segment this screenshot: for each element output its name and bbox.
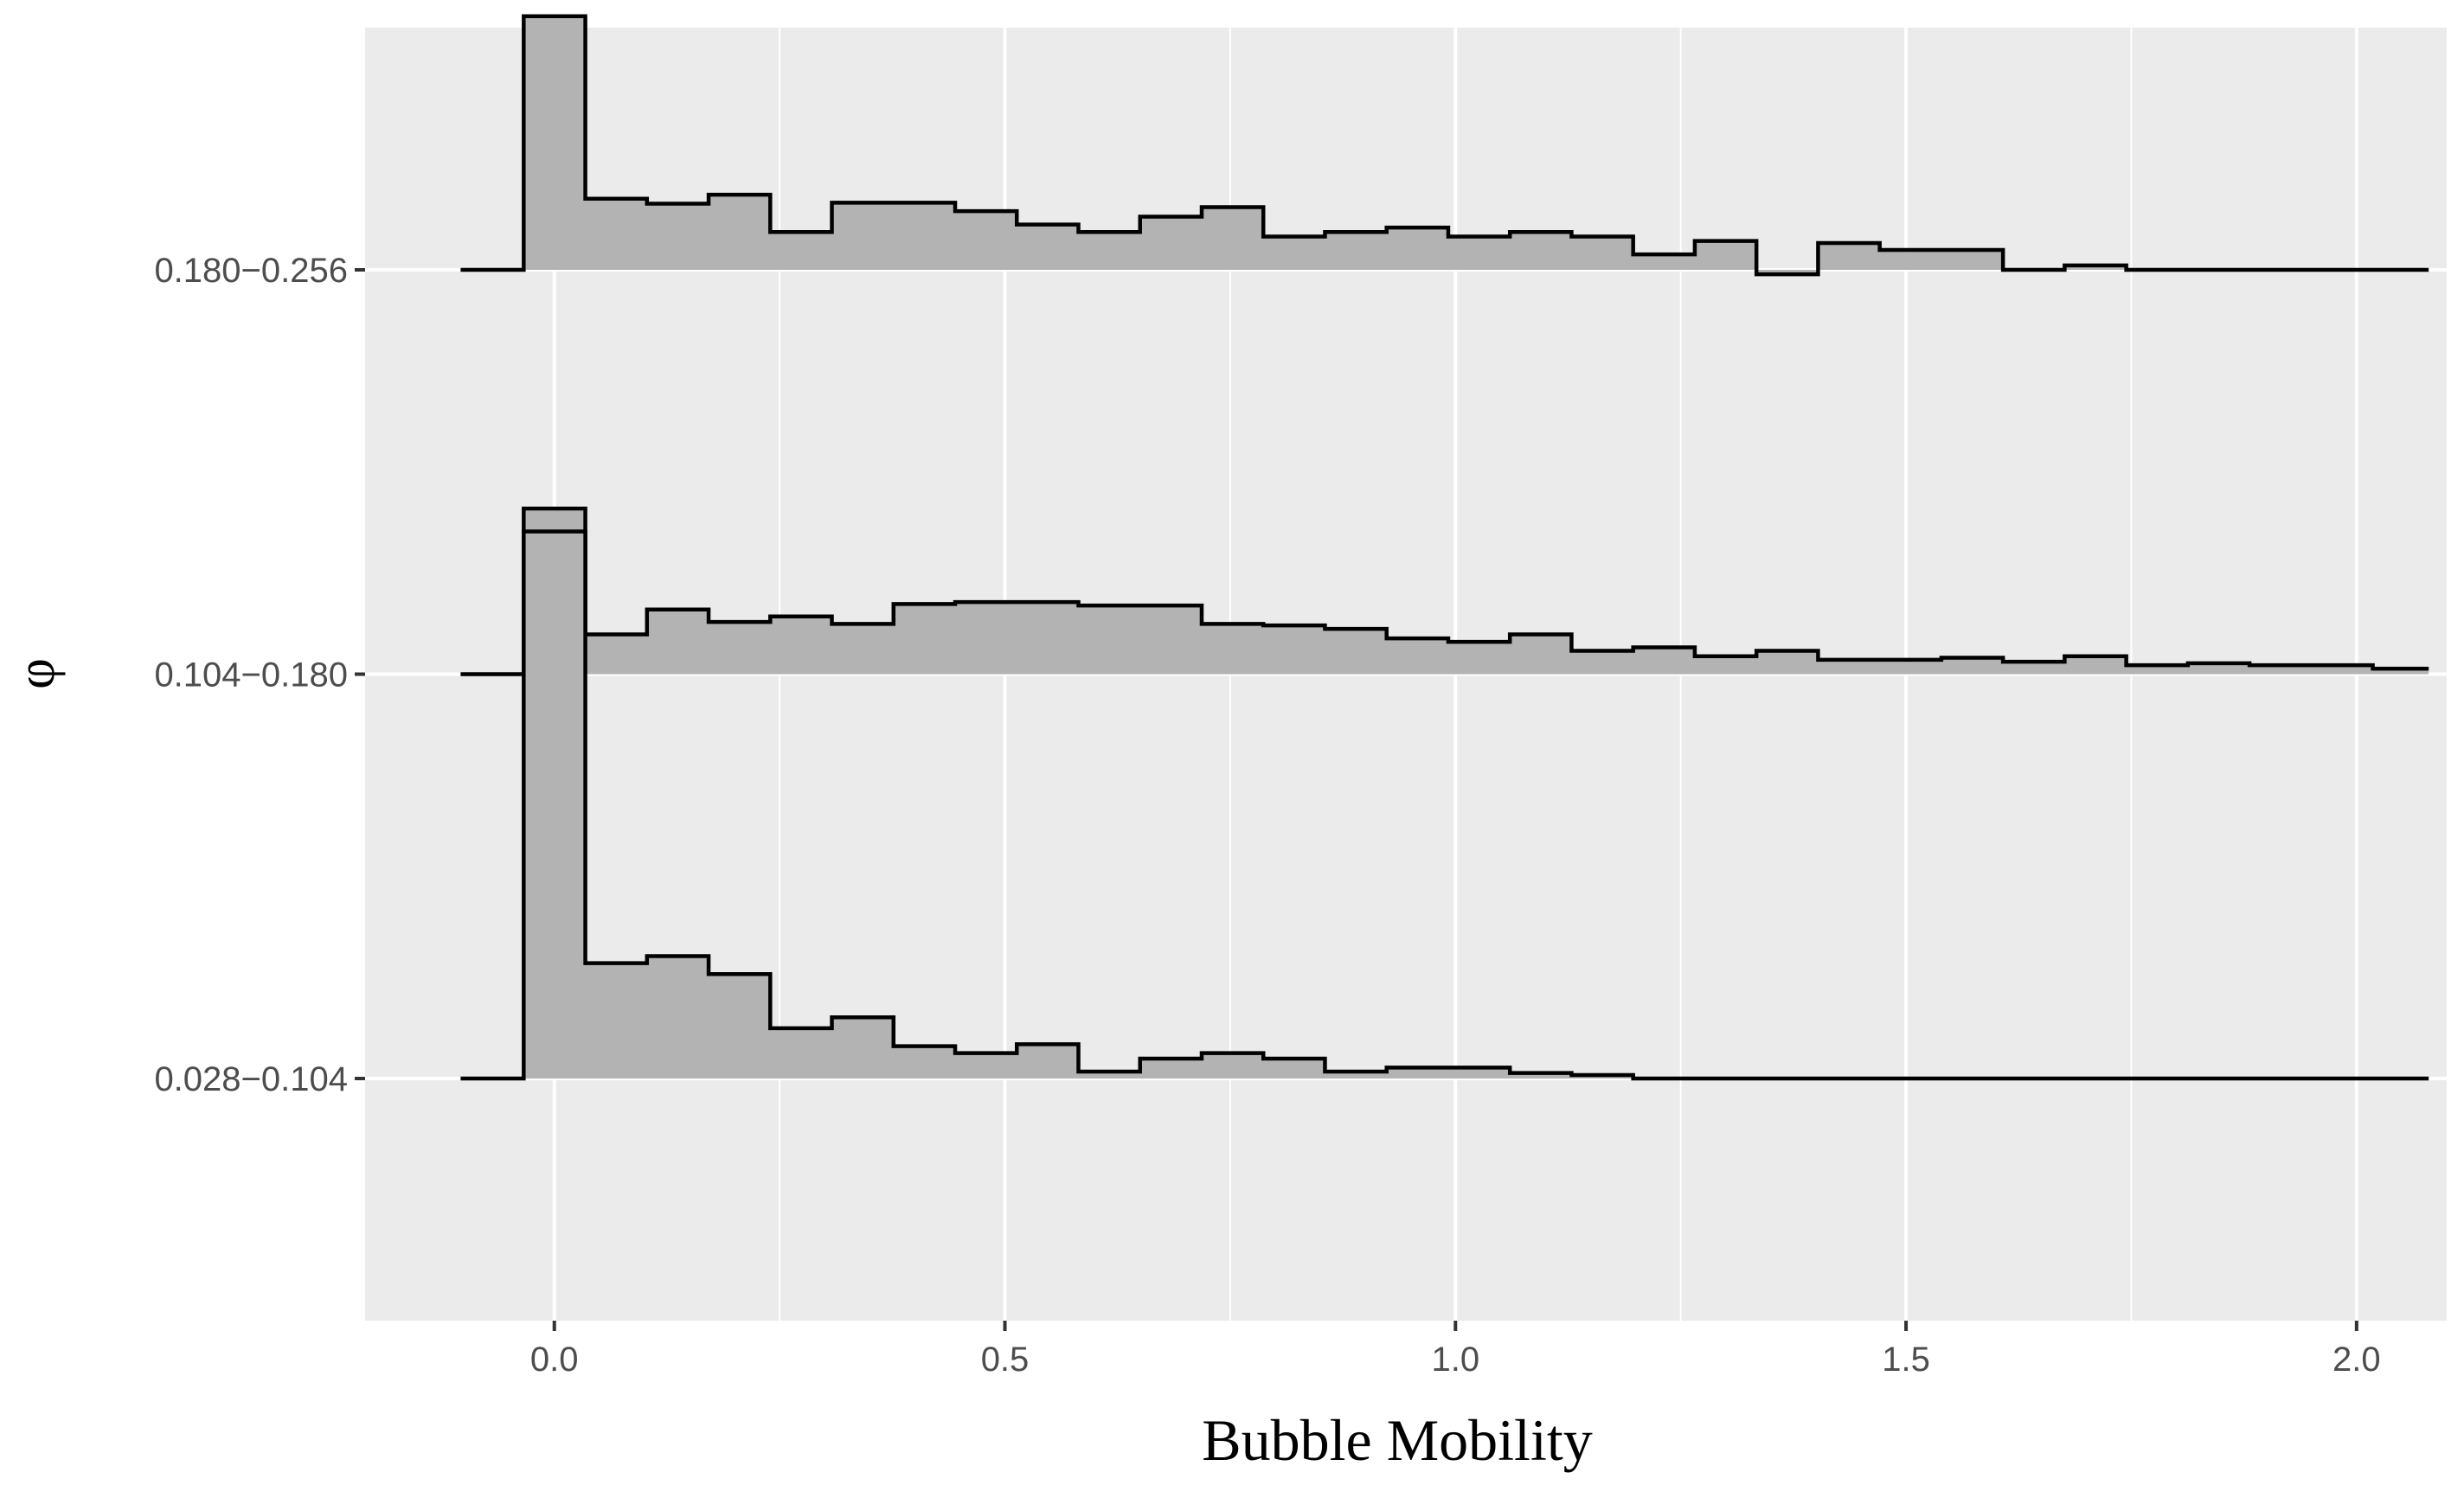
y-axis: 0.180−0.256 0.104−0.180 0.028−0.104	[154, 252, 365, 1098]
x-axis-title: Bubble Mobility	[1202, 1407, 1592, 1473]
y-tick-label-2: 0.028−0.104	[154, 1060, 348, 1098]
y-axis-title: φ	[7, 658, 66, 689]
x-tick-label-1: 0.5	[981, 1341, 1030, 1379]
ridge-fill-3	[523, 16, 2429, 275]
ridge-outline-1	[460, 529, 2429, 1081]
y-tick-label-0: 0.180−0.256	[154, 252, 348, 290]
ridge-fill-1	[523, 531, 2429, 1079]
ridge-fill-2	[523, 509, 2429, 675]
ridge-outline-3	[460, 14, 2429, 277]
x-tick-label-3: 1.5	[1882, 1341, 1930, 1379]
ridges	[460, 14, 2429, 1081]
x-axis: 0.0 0.5 1.0 1.5 2.0	[530, 1321, 2381, 1379]
x-tick-label-4: 2.0	[2332, 1341, 2381, 1379]
ridge-outline-2	[460, 506, 2429, 676]
x-tick-label-0: 0.0	[530, 1341, 579, 1379]
x-tick-label-2: 1.0	[1431, 1341, 1479, 1379]
ridge-3	[460, 14, 2429, 277]
ridge-2	[460, 506, 2429, 676]
ridge-1	[460, 529, 2429, 1081]
y-tick-label-1: 0.104−0.180	[154, 656, 348, 694]
